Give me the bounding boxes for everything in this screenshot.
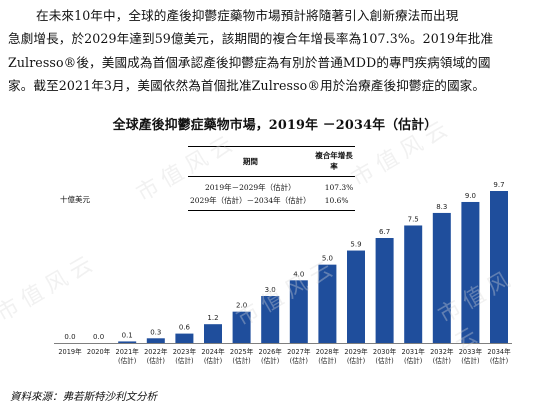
paragraph-line-4: 家。截至2021年3月，美國依然為首個批准Zulresso®用於治療產後抑鬱症的… xyxy=(8,77,486,93)
source-note: 資料來源：弗若斯特沙利文分析 xyxy=(10,391,157,403)
bar xyxy=(432,212,451,343)
x-tick-label: 2033年(估計) xyxy=(459,347,483,365)
data-label: 7.5 xyxy=(408,215,419,223)
x-tick-label: 2019年 xyxy=(58,347,82,356)
chart-title: 全球產後抑鬱症藥物市場，2019年 －2034年（估計） xyxy=(112,118,438,133)
bar xyxy=(461,201,480,343)
cagr-table: 期間 複合年增長率 2019年－2029年（估計） 107.3% 2029年（估… xyxy=(188,146,356,211)
paragraph-line-2: 急劇增長，於2029年達到59億美元，該期間的複合年增長率為107.3%。201… xyxy=(8,31,494,47)
bar xyxy=(204,324,222,343)
x-tick-label: 2020年 xyxy=(87,347,111,356)
x-tick-label: 2025年(估計) xyxy=(230,347,254,365)
data-label: 0.6 xyxy=(179,324,191,332)
data-label: 3.0 xyxy=(265,286,276,294)
cagr-value-1: 107.3% xyxy=(324,183,354,192)
table-row: 2019年－2029年（估計） 107.3% xyxy=(188,177,355,195)
bar xyxy=(118,341,137,343)
data-label: 0.3 xyxy=(150,328,161,336)
data-label: 5.0 xyxy=(322,255,333,263)
cagr-header-period: 期間 xyxy=(188,146,313,177)
x-tick-label: 2021年(估計) xyxy=(116,347,140,365)
x-tick-label: 2026年(估計) xyxy=(259,347,283,365)
x-tick-label: 2027年(估計) xyxy=(287,347,311,365)
bar xyxy=(261,295,280,343)
paragraph-line-3: Zulresso®後，美國成為首個承認產後抑鬱症為有別於普通MDD的專門疾病領域… xyxy=(8,54,491,70)
data-label: 4.0 xyxy=(293,270,304,278)
data-label: 0.0 xyxy=(93,333,104,341)
table-row: 2029年（估計）－2034年（估計） 10.6% xyxy=(188,194,356,211)
data-label: 8.3 xyxy=(436,203,447,211)
data-label: 0.1 xyxy=(122,331,133,339)
x-tick-label: 2030年(估計) xyxy=(373,347,397,365)
x-tick-label: 2031年(估計) xyxy=(402,347,426,365)
bar xyxy=(347,250,365,343)
data-label: 9.0 xyxy=(465,192,476,200)
bar xyxy=(289,280,308,343)
data-label: 2.0 xyxy=(236,302,247,310)
x-tick-label: 2024年(估計) xyxy=(201,347,225,365)
x-tick-label: 2029年(估計) xyxy=(344,347,368,365)
bar xyxy=(175,333,194,343)
x-tick-label: 2034年(估計) xyxy=(487,347,511,365)
data-label: 9.7 xyxy=(493,181,504,189)
cagr-period-1: 2019年－2029年（估計） xyxy=(205,183,296,192)
bar xyxy=(375,238,394,343)
intro-paragraph: 在未來10年中，全球的產後抑鬱症藥物市場預計將隨著引入創新療法而出現急劇增長，於… xyxy=(8,4,542,97)
x-tick-label: 2028年(估計) xyxy=(316,347,340,365)
data-label: 0.0 xyxy=(64,333,75,341)
data-label: 6.7 xyxy=(379,228,390,236)
bar xyxy=(404,225,423,343)
bar xyxy=(490,191,508,343)
cagr-value-2: 10.6% xyxy=(312,194,356,211)
x-tick-label: 2022年(估計) xyxy=(144,347,168,365)
cagr-header-rate: 複合年增長率 xyxy=(312,146,356,177)
paragraph-line-1: 在未來10年中，全球的產後抑鬱症藥物市場預計將隨著引入創新療法而出現 xyxy=(36,8,459,23)
data-label: 5.9 xyxy=(350,241,361,249)
bar xyxy=(232,311,251,343)
bar xyxy=(146,338,165,343)
bar xyxy=(318,264,337,343)
y-unit-label: 十億美元 xyxy=(60,195,90,204)
cagr-period-2: 2029年（估計）－2034年（估計） xyxy=(188,194,313,211)
x-tick-label: 2032年(估計) xyxy=(430,347,454,365)
x-tick-label: 2023年(估計) xyxy=(173,347,197,365)
data-label: 1.2 xyxy=(207,314,218,322)
